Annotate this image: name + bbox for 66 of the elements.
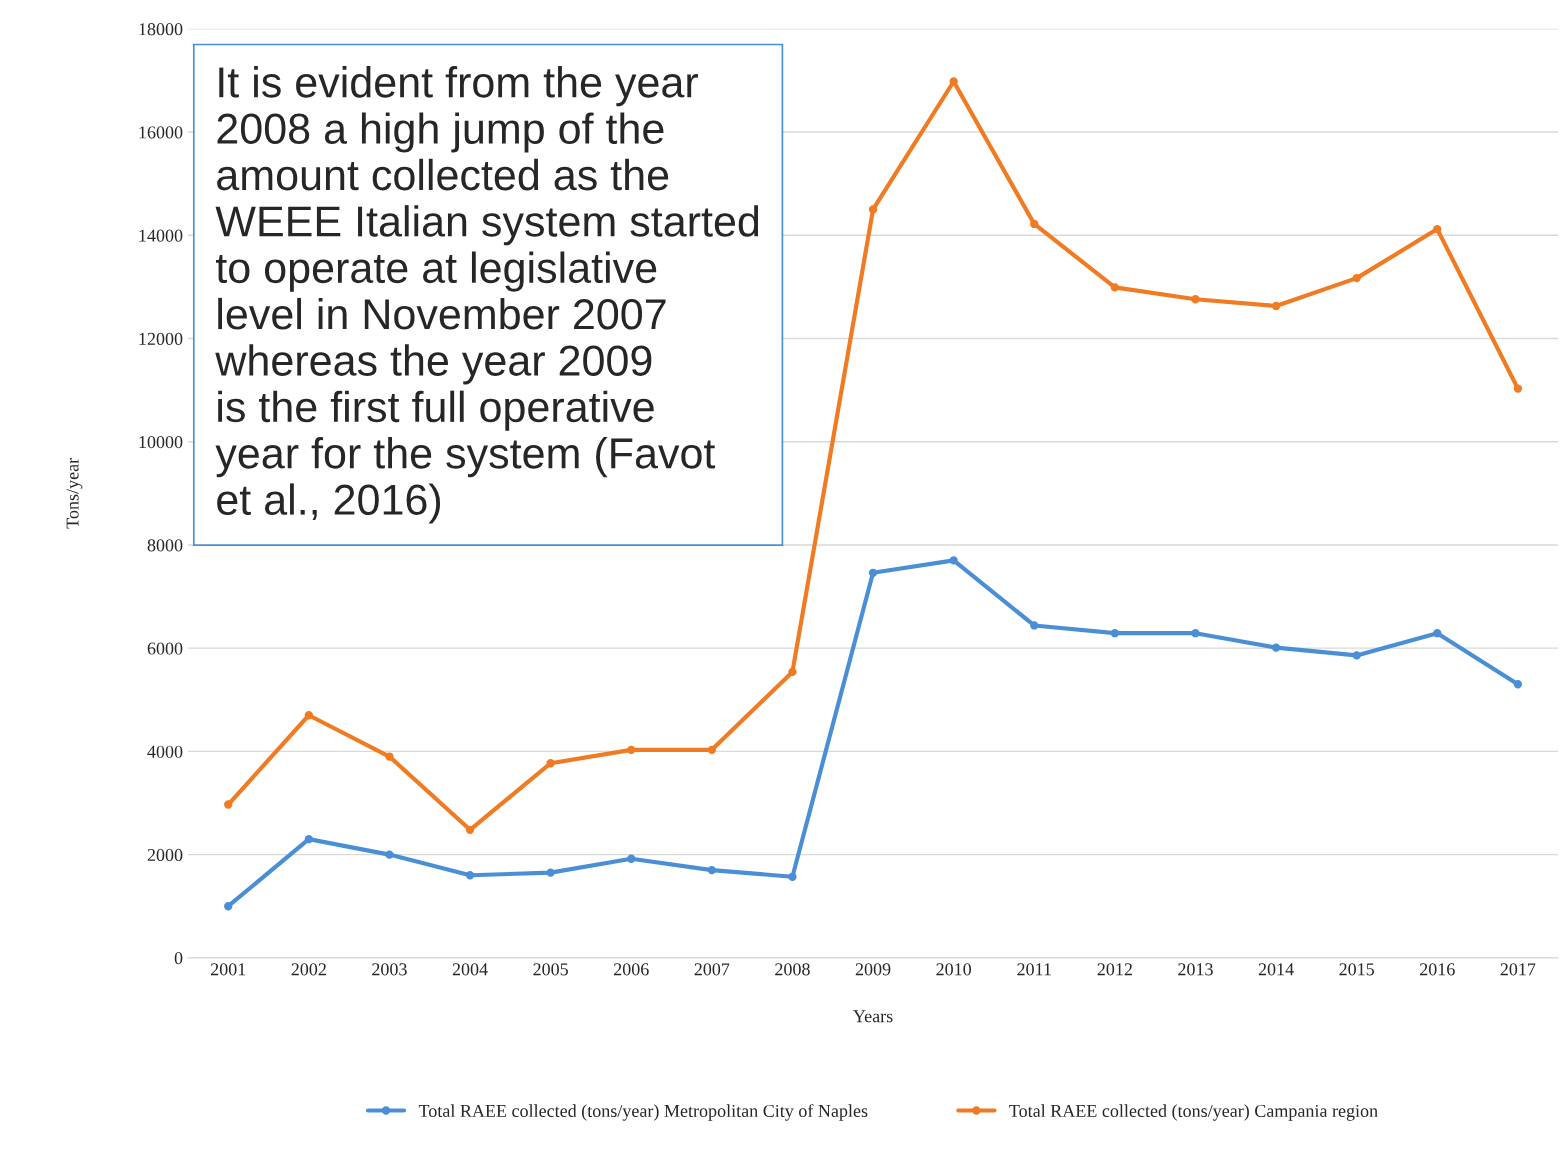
point [304, 711, 313, 720]
x-tick-label: 2013 [1178, 963, 1213, 976]
legend-label: Total RAEE collected (tons/year) Metropolitan City of Naples [418, 1104, 868, 1121]
x-tick-label: 2011 [1017, 963, 1051, 976]
x-tick-label: 2015 [1339, 963, 1375, 976]
point [627, 745, 636, 754]
point [788, 872, 797, 881]
point [1352, 651, 1361, 660]
point [546, 868, 555, 877]
y-tick-label: 4000 [147, 745, 183, 758]
point [949, 556, 958, 565]
point [224, 902, 233, 911]
x-tick-label: 2003 [372, 963, 407, 976]
point [546, 759, 555, 768]
point [1433, 224, 1442, 234]
point [949, 77, 958, 86]
x-tick-label: 2009 [855, 963, 891, 976]
point [465, 871, 475, 880]
point [788, 667, 797, 677]
point [1352, 273, 1361, 283]
y-tick-label: 12000 [139, 332, 183, 345]
x-tick-label: 2004 [452, 963, 488, 976]
x-tick-label: 2016 [1420, 963, 1455, 976]
y-tick-label: 14000 [139, 229, 183, 242]
point [1191, 629, 1200, 638]
point [1030, 219, 1039, 229]
point [304, 834, 313, 844]
legend-label: Total RAEE collected (tons/year) Campania region [1009, 1104, 1378, 1121]
point [1030, 621, 1039, 630]
x-tick-label: 2017 [1500, 963, 1536, 976]
point [868, 568, 878, 577]
point [385, 752, 394, 761]
point [1271, 301, 1281, 311]
x-tick-label: 2010 [936, 963, 972, 976]
x-tick-label: 2001 [210, 963, 246, 976]
point [707, 865, 717, 875]
x-tick-label: 2014 [1258, 963, 1294, 976]
point [1513, 384, 1523, 393]
y-tick-label: 2000 [147, 848, 183, 862]
y-tick-label: 6000 [147, 642, 183, 655]
x-axis-title: Years [853, 1010, 893, 1023]
point [224, 800, 233, 809]
y-tick-label: 10000 [139, 435, 183, 449]
y-tick-label: 8000 [147, 539, 183, 552]
y-tick-label: 16000 [139, 126, 183, 139]
point [1110, 629, 1120, 638]
point [1191, 295, 1200, 304]
y-tick-label: 18000 [139, 23, 183, 36]
y-tick-label: 0 [174, 952, 183, 965]
point [707, 745, 717, 754]
text: It is evident from the year 2008 a high jump of the amount collected as the WEEE Italian system started to operate at legislative level in November 2007 whereas the year 2009 is the first full operative year for the system (Favot et al., 2016) [215, 66, 759, 524]
point [1271, 643, 1281, 652]
point [627, 854, 636, 863]
x-tick-label: 2002 [291, 963, 326, 976]
point [868, 205, 878, 214]
x-tick-label: 2012 [1097, 963, 1132, 976]
point [1110, 283, 1120, 292]
point [1513, 680, 1523, 689]
x-tick-label: 2006 [613, 963, 649, 976]
x-tick-label: 2005 [533, 963, 568, 976]
y-axis-title: Tons/year [66, 458, 83, 529]
x-tick-label: 2008 [775, 963, 810, 976]
x-tick-label: 2007 [694, 963, 730, 976]
point [465, 825, 475, 834]
point [1433, 629, 1442, 638]
point [385, 850, 394, 859]
